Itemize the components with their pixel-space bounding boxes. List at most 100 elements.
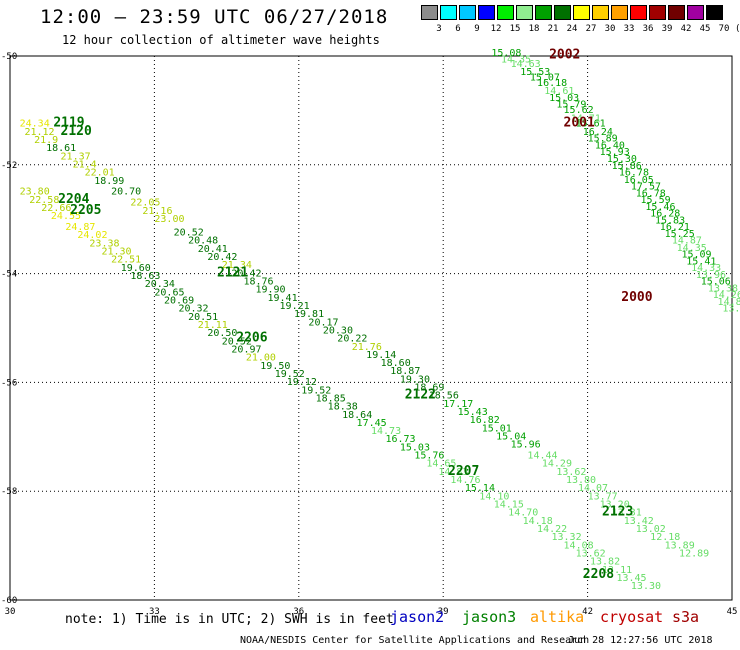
- wave-height-value: 19.52: [275, 369, 305, 380]
- wave-height-value: 13.82: [590, 557, 620, 568]
- wave-height-value: 21.12: [24, 127, 54, 138]
- wave-height-value: 19.90: [255, 285, 285, 296]
- wave-height-value: 21.11: [198, 320, 228, 331]
- wave-height-value: 19.50: [260, 361, 290, 372]
- x-tick-label: 45: [727, 607, 738, 617]
- scale-label: 45: [699, 24, 711, 34]
- legend-jason3: jason3: [462, 608, 517, 626]
- wave-height-value: 21.30: [101, 247, 131, 258]
- scale-label: 6: [455, 24, 461, 34]
- scale-swatch: [706, 5, 723, 20]
- map-note: note: 1) Time is in UTC; 2) SWH is in fe…: [65, 612, 394, 627]
- scale-label: 30: [604, 24, 616, 34]
- wave-height-value: 20.17: [308, 317, 338, 328]
- wave-height-value: 16.78: [636, 188, 666, 199]
- pass-time-label: 2122: [405, 388, 436, 403]
- wave-height-value: 17.45: [357, 418, 387, 429]
- wave-height-value: 15.14: [465, 483, 495, 494]
- wave-height-value: 13.62: [556, 467, 586, 478]
- wave-height-value: 20.42: [207, 252, 237, 263]
- wave-height-value: 18.60: [381, 358, 411, 369]
- wave-height-value: 24.55: [51, 211, 81, 222]
- wave-height-value: 24.34: [20, 119, 50, 130]
- wave-height-value: 20.52: [222, 336, 252, 347]
- wave-height-value: 13.42: [624, 516, 654, 527]
- wave-height-value: 22.58: [29, 195, 59, 206]
- wave-height-value: 19.52: [301, 385, 331, 396]
- wave-height-value: 15.03: [549, 93, 579, 104]
- wave-height-value: 13.89: [665, 540, 695, 551]
- wave-height-value: 15.06: [701, 276, 731, 287]
- wave-height-value: 20.51: [188, 312, 218, 323]
- wave-height-value: 15.41: [686, 256, 716, 267]
- x-tick-label: 36: [293, 607, 304, 617]
- wave-height-value: 15.79: [556, 100, 586, 111]
- wave-height-value: 20.41: [198, 244, 228, 255]
- wave-height-value: 14.87: [672, 236, 702, 247]
- wave-height-value: 14.08: [564, 540, 594, 551]
- wave-height-value: 15.43: [458, 407, 488, 418]
- wave-height-value: 16.82: [470, 415, 500, 426]
- wave-height-value: 19.14: [366, 350, 396, 361]
- wave-height-value: 14.73: [371, 426, 401, 437]
- wave-height-value: 20.52: [174, 228, 204, 239]
- wave-height-value: 13.30: [631, 581, 661, 592]
- y-tick-label: -56: [1, 378, 17, 388]
- scale-swatch: [497, 5, 514, 20]
- wave-height-value: 20.32: [178, 304, 208, 315]
- wave-height-value: 23.80: [20, 187, 50, 198]
- x-tick-label: 42: [582, 607, 593, 617]
- scale-swatch: [668, 5, 685, 20]
- scale-label: 24: [566, 24, 578, 34]
- scale-swatch: [573, 5, 590, 20]
- wave-height-value: 19.60: [121, 263, 151, 274]
- wave-height-value: 19.41: [268, 293, 298, 304]
- wave-height-value: 20.30: [323, 325, 353, 336]
- wave-height-value: 13.52: [722, 304, 740, 315]
- wave-height-value: 21.76: [352, 342, 382, 353]
- wave-height-value: 15.93: [600, 147, 630, 158]
- wave-height-value: 21.37: [61, 151, 91, 162]
- scale-swatch: [440, 5, 457, 20]
- wave-height-value: 16.05: [624, 175, 654, 186]
- pass-time-label: 2204: [58, 192, 89, 207]
- wave-height-value: 18.99: [94, 176, 124, 187]
- wave-height-value: 22.05: [130, 198, 160, 209]
- y-tick-label: -60: [1, 596, 17, 606]
- wave-height-value: 22.51: [111, 255, 141, 266]
- scale-swatch: [516, 5, 533, 20]
- wave-height-value: 13.02: [636, 524, 666, 535]
- wave-height-value: 14.29: [542, 459, 572, 470]
- wave-height-value: 14.71: [571, 113, 601, 124]
- wave-height-value: 15.04: [496, 432, 526, 443]
- wave-height-value: 21.4: [73, 160, 97, 171]
- wave-height-value: 17.17: [443, 399, 473, 410]
- scale-swatch: [611, 5, 628, 20]
- wave-height-value: 14.22: [537, 524, 567, 535]
- wave-height-value: 18.63: [130, 271, 160, 282]
- wave-height-value: 13.11: [602, 565, 632, 576]
- wave-height-value: 16.40: [595, 140, 625, 151]
- wave-height-value: 20.42: [231, 268, 261, 279]
- wave-height-value: 15.25: [665, 229, 695, 240]
- wave-height-value: 20.48: [188, 236, 218, 247]
- x-tick-label: 30: [5, 607, 16, 617]
- wave-height-value: 15.83: [655, 216, 685, 227]
- scale-label: 15: [509, 24, 521, 34]
- pass-time-label: 2119: [53, 116, 84, 131]
- y-tick-label: -50: [1, 52, 17, 62]
- wave-height-value: 19.81: [294, 309, 324, 320]
- wave-height-value: 13.38: [708, 284, 738, 295]
- wave-height-value: 22.01: [85, 168, 115, 179]
- scale-label: 12: [490, 24, 502, 34]
- scale-swatch: [459, 5, 476, 20]
- wave-height-value: 16.78: [619, 168, 649, 179]
- wave-height-value: 14.10: [479, 491, 509, 502]
- wave-height-value: 20.34: [145, 279, 175, 290]
- wave-height-value: 19.12: [287, 377, 317, 388]
- scale-swatch: [687, 5, 704, 20]
- wave-height-value: 14.76: [450, 475, 480, 486]
- wave-height-value: 14.35: [677, 243, 707, 254]
- wave-height-value: 18.64: [342, 410, 372, 421]
